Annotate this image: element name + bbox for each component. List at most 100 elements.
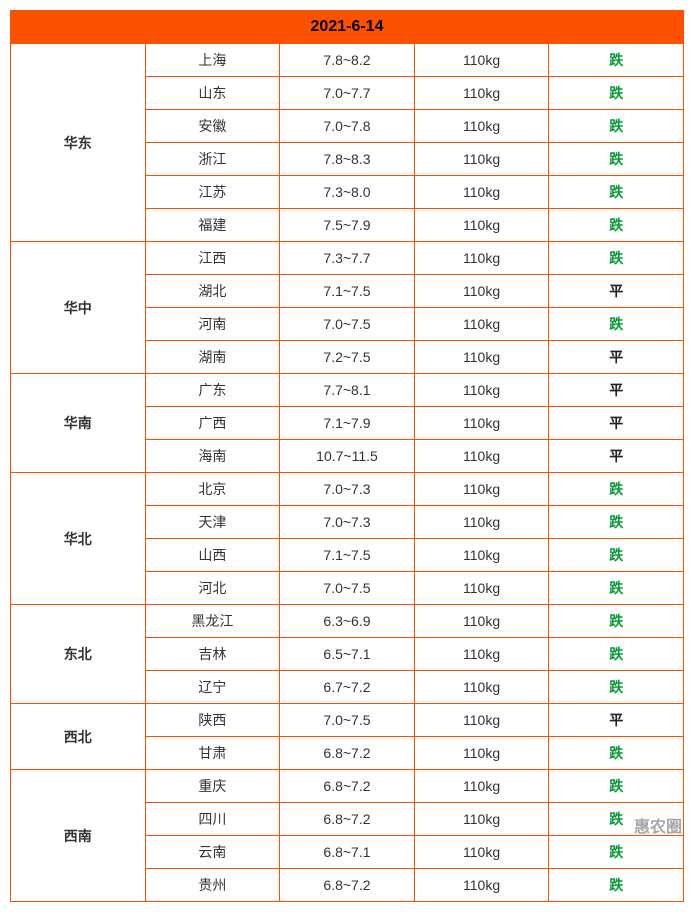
weight-cell: 110kg (414, 704, 549, 737)
price-cell: 6.8~7.2 (280, 803, 415, 836)
trend-cell: 平 (549, 341, 684, 374)
province-cell: 天津 (145, 506, 280, 539)
price-table: 2021-6-14 华东上海7.8~8.2110kg跌山东7.0~7.7110k… (10, 10, 684, 902)
trend-cell: 跌 (549, 77, 684, 110)
trend-cell: 平 (549, 407, 684, 440)
trend-cell: 跌 (549, 836, 684, 869)
table-row: 西南重庆6.8~7.2110kg跌 (11, 770, 684, 803)
weight-cell: 110kg (414, 407, 549, 440)
price-cell: 7.0~7.3 (280, 473, 415, 506)
province-cell: 吉林 (145, 638, 280, 671)
province-cell: 山西 (145, 539, 280, 572)
province-cell: 湖南 (145, 341, 280, 374)
trend-cell: 跌 (549, 473, 684, 506)
province-cell: 北京 (145, 473, 280, 506)
province-cell: 福建 (145, 209, 280, 242)
price-cell: 6.8~7.1 (280, 836, 415, 869)
table-row: 东北黑龙江6.3~6.9110kg跌 (11, 605, 684, 638)
price-cell: 6.8~7.2 (280, 770, 415, 803)
price-cell: 7.1~7.5 (280, 539, 415, 572)
price-cell: 7.1~7.9 (280, 407, 415, 440)
province-cell: 上海 (145, 44, 280, 77)
province-cell: 江苏 (145, 176, 280, 209)
price-cell: 6.8~7.2 (280, 869, 415, 902)
region-cell: 东北 (11, 605, 146, 704)
price-cell: 7.0~7.8 (280, 110, 415, 143)
price-cell: 7.0~7.5 (280, 572, 415, 605)
weight-cell: 110kg (414, 374, 549, 407)
trend-cell: 跌 (549, 638, 684, 671)
price-cell: 6.3~6.9 (280, 605, 415, 638)
province-cell: 河南 (145, 308, 280, 341)
trend-cell: 跌 (549, 242, 684, 275)
weight-cell: 110kg (414, 143, 549, 176)
weight-cell: 110kg (414, 473, 549, 506)
trend-cell: 跌 (549, 209, 684, 242)
price-cell: 7.0~7.7 (280, 77, 415, 110)
trend-cell: 跌 (549, 770, 684, 803)
province-cell: 四川 (145, 803, 280, 836)
table-row: 西北陕西7.0~7.5110kg平 (11, 704, 684, 737)
price-cell: 10.7~11.5 (280, 440, 415, 473)
price-cell: 6.7~7.2 (280, 671, 415, 704)
trend-cell: 跌 (549, 308, 684, 341)
weight-cell: 110kg (414, 737, 549, 770)
table-title: 2021-6-14 (11, 11, 684, 44)
province-cell: 安徽 (145, 110, 280, 143)
weight-cell: 110kg (414, 572, 549, 605)
province-cell: 浙江 (145, 143, 280, 176)
weight-cell: 110kg (414, 77, 549, 110)
trend-cell: 跌 (549, 176, 684, 209)
price-cell: 6.8~7.2 (280, 737, 415, 770)
trend-cell: 跌 (549, 869, 684, 902)
province-cell: 山东 (145, 77, 280, 110)
trend-cell: 跌 (549, 44, 684, 77)
table-row: 华中江西7.3~7.7110kg跌 (11, 242, 684, 275)
weight-cell: 110kg (414, 176, 549, 209)
region-cell: 西北 (11, 704, 146, 770)
price-cell: 7.3~7.7 (280, 242, 415, 275)
table-body: 华东上海7.8~8.2110kg跌山东7.0~7.7110kg跌安徽7.0~7.… (11, 44, 684, 902)
trend-cell: 跌 (549, 671, 684, 704)
weight-cell: 110kg (414, 242, 549, 275)
province-cell: 辽宁 (145, 671, 280, 704)
weight-cell: 110kg (414, 803, 549, 836)
price-cell: 7.1~7.5 (280, 275, 415, 308)
trend-cell: 平 (549, 440, 684, 473)
weight-cell: 110kg (414, 308, 549, 341)
weight-cell: 110kg (414, 770, 549, 803)
price-cell: 6.5~7.1 (280, 638, 415, 671)
trend-cell: 跌 (549, 605, 684, 638)
price-cell: 7.7~8.1 (280, 374, 415, 407)
trend-cell: 跌 (549, 110, 684, 143)
weight-cell: 110kg (414, 44, 549, 77)
weight-cell: 110kg (414, 440, 549, 473)
weight-cell: 110kg (414, 506, 549, 539)
weight-cell: 110kg (414, 869, 549, 902)
table-row: 华北北京7.0~7.3110kg跌 (11, 473, 684, 506)
price-cell: 7.0~7.3 (280, 506, 415, 539)
table-row: 华南广东7.7~8.1110kg平 (11, 374, 684, 407)
price-cell: 7.8~8.3 (280, 143, 415, 176)
province-cell: 江西 (145, 242, 280, 275)
province-cell: 陕西 (145, 704, 280, 737)
price-cell: 7.5~7.9 (280, 209, 415, 242)
table-row: 华东上海7.8~8.2110kg跌 (11, 44, 684, 77)
trend-cell: 平 (549, 374, 684, 407)
province-cell: 黑龙江 (145, 605, 280, 638)
trend-cell: 跌 (549, 572, 684, 605)
province-cell: 贵州 (145, 869, 280, 902)
province-cell: 广东 (145, 374, 280, 407)
province-cell: 海南 (145, 440, 280, 473)
weight-cell: 110kg (414, 605, 549, 638)
region-cell: 华中 (11, 242, 146, 374)
province-cell: 广西 (145, 407, 280, 440)
province-cell: 云南 (145, 836, 280, 869)
price-cell: 7.8~8.2 (280, 44, 415, 77)
price-cell: 7.0~7.5 (280, 308, 415, 341)
weight-cell: 110kg (414, 671, 549, 704)
trend-cell: 跌 (549, 737, 684, 770)
province-cell: 重庆 (145, 770, 280, 803)
price-cell: 7.0~7.5 (280, 704, 415, 737)
province-cell: 湖北 (145, 275, 280, 308)
